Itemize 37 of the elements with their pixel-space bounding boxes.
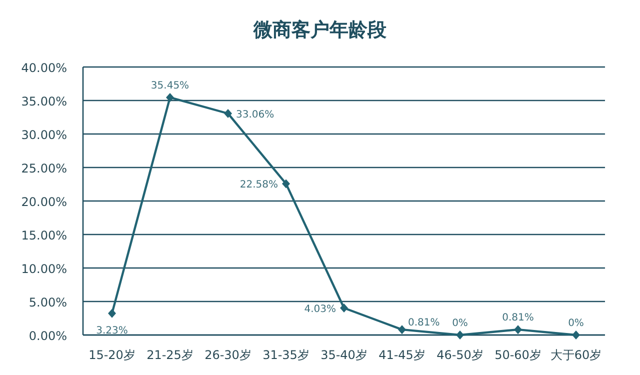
data-label: 3.23% xyxy=(96,325,128,336)
point xyxy=(514,325,522,334)
data-label: 0.81% xyxy=(502,312,534,324)
point xyxy=(166,92,174,102)
y-tick-label: 10.00% xyxy=(21,262,67,276)
x-tick-label: 15-20岁 xyxy=(88,348,136,362)
data-label: 4.03% xyxy=(304,304,336,315)
point xyxy=(108,308,116,318)
x-tick-label: 26-30岁 xyxy=(204,348,252,362)
y-tick-label: 20.00% xyxy=(21,195,67,209)
x-tick-label: 31-35岁 xyxy=(262,348,310,362)
data-label: 22.58% xyxy=(240,180,278,191)
x-tick-label: 大于60岁 xyxy=(550,348,602,362)
data-label: 33.06% xyxy=(236,110,274,120)
x-tick-label: 50-60岁 xyxy=(494,348,542,362)
y-tick-label: 0.00% xyxy=(28,329,67,343)
point xyxy=(340,304,348,312)
chart-title: 微商客户年龄段 xyxy=(252,19,388,41)
point xyxy=(282,179,290,188)
y-tick-label: 35.00% xyxy=(21,94,67,108)
y-tick-label: 5.00% xyxy=(28,296,67,310)
y-tick-label: 15.00% xyxy=(21,228,67,242)
y-tick-label: 25.00% xyxy=(21,162,67,176)
point xyxy=(224,109,232,118)
y-tick-label: 40.00% xyxy=(21,61,67,75)
x-tick-label: 46-50岁 xyxy=(436,348,484,362)
point xyxy=(456,330,464,340)
data-label: 0.81% xyxy=(408,318,440,329)
y-tick-label: 30.00% xyxy=(21,128,67,142)
data-label: 0% xyxy=(452,318,468,329)
x-tick-label: 21-25岁 xyxy=(146,348,194,362)
x-tick-label: 41-45岁 xyxy=(378,348,426,362)
data-label: 35.45% xyxy=(150,80,190,92)
point xyxy=(398,325,406,334)
data-label: 0% xyxy=(568,318,584,329)
x-tick-label: 35-40岁 xyxy=(320,348,368,362)
point xyxy=(572,330,580,340)
